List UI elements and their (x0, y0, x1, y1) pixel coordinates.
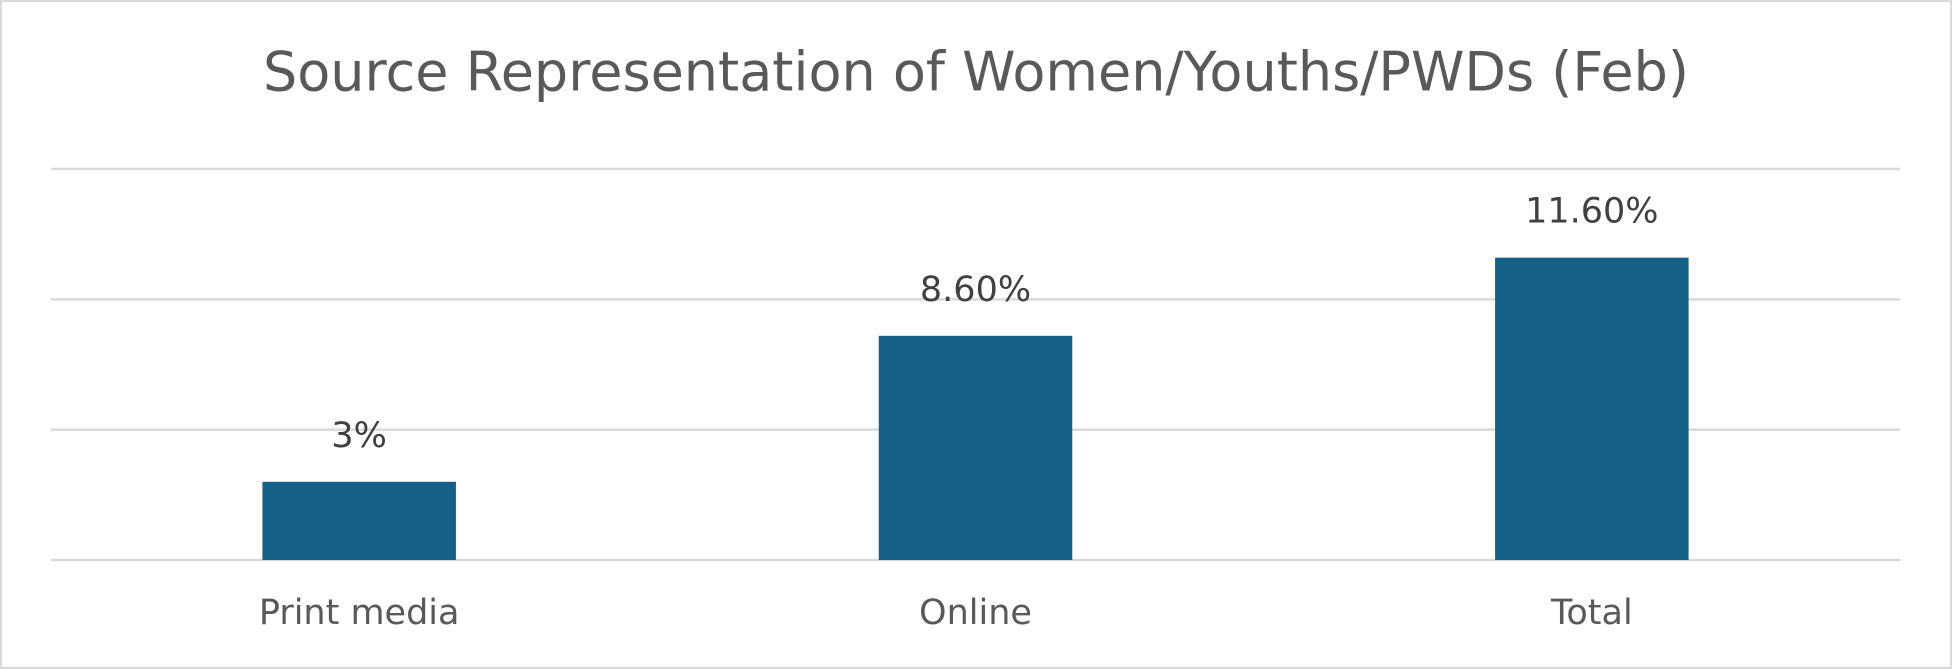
x-tick-label: Online (919, 593, 1032, 633)
value-label: 11.60% (1525, 192, 1658, 232)
bar (1495, 257, 1689, 560)
bar (262, 481, 456, 560)
x-tick-label: Total (1550, 593, 1633, 633)
bar (878, 335, 1073, 560)
value-label: 3% (331, 416, 387, 456)
chart-title: Source Representation of Women/Youths/PW… (263, 41, 1689, 104)
value-label: 8.60% (920, 270, 1031, 310)
x-tick-label: Print media (259, 593, 460, 633)
